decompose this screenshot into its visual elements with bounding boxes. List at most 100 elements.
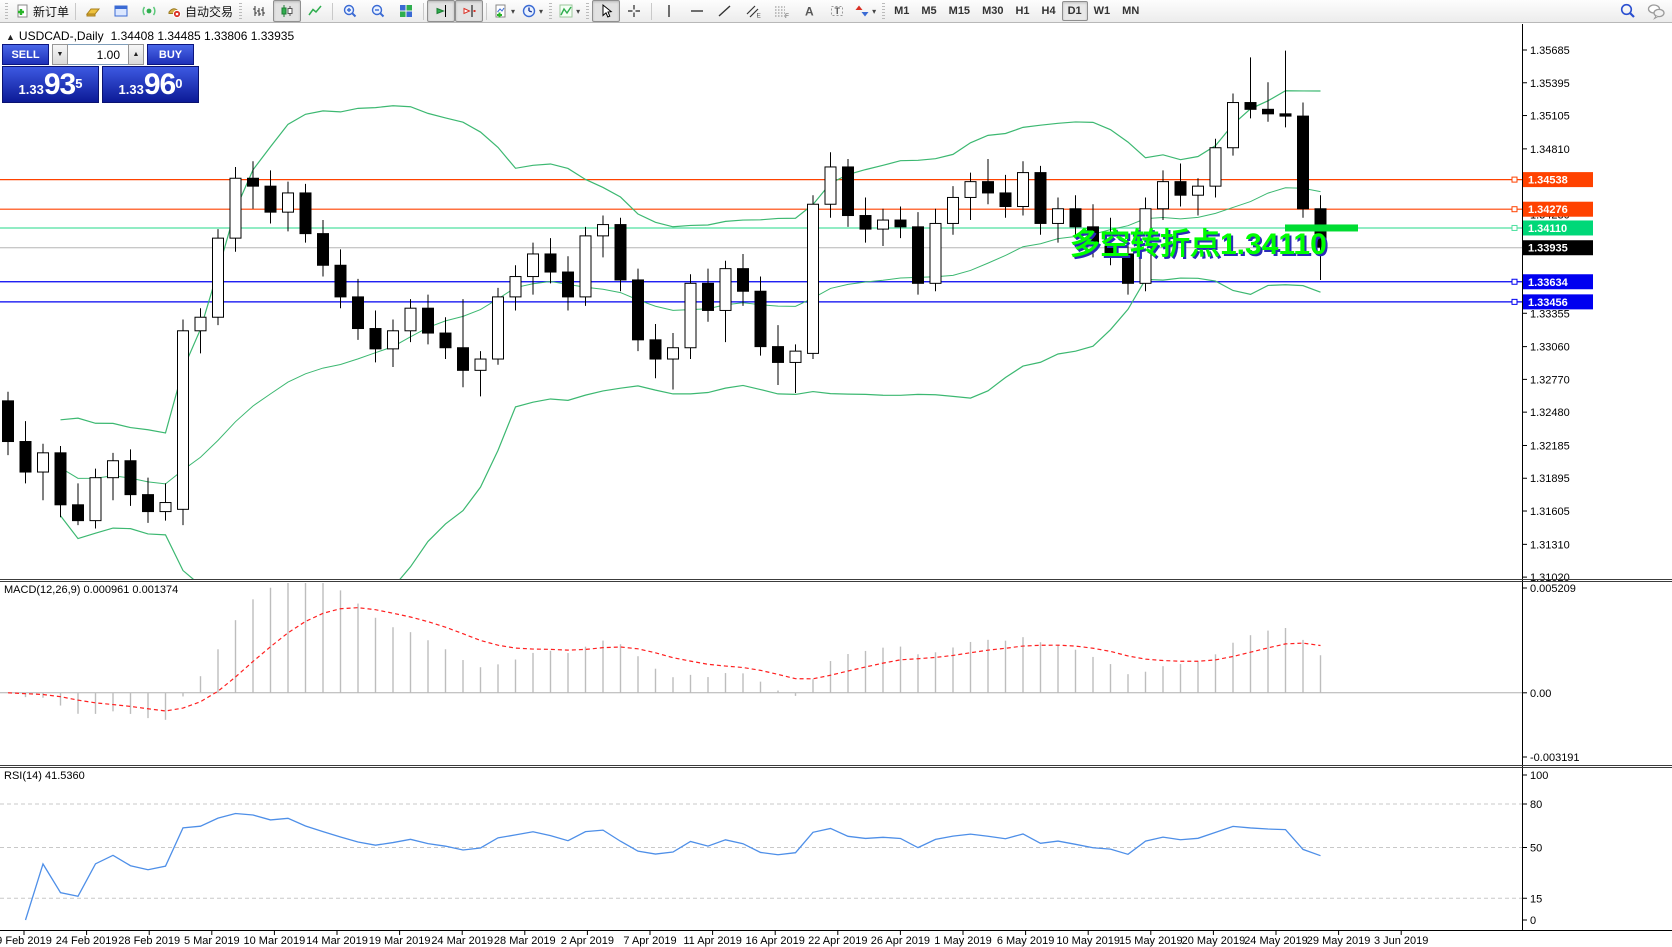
volume-input[interactable]: [68, 44, 128, 65]
price-tick-label: 1.31895: [1530, 473, 1570, 485]
arrows-button[interactable]: ▾: [851, 0, 879, 22]
toolbar-grip[interactable]: [4, 3, 9, 19]
rsi-tick-label: 100: [1530, 770, 1548, 782]
horizontal-line-button[interactable]: [683, 0, 711, 22]
market-depth-button[interactable]: [79, 0, 107, 22]
chart-objects[interactable]: [1285, 224, 1358, 232]
bar-chart-button[interactable]: [245, 0, 273, 22]
trend-marker-segment[interactable]: [1285, 224, 1358, 232]
sell-price-display[interactable]: 1.33 93 5: [2, 66, 99, 103]
signals-button[interactable]: [135, 0, 163, 22]
signals-icon: [142, 6, 156, 16]
macd-indicator: [7, 583, 1322, 720]
toolbar-grip[interactable]: [238, 3, 244, 19]
chart-shift-button[interactable]: [455, 0, 484, 22]
timeframe-button-m1[interactable]: M1: [894, 5, 910, 17]
toolbar-grip[interactable]: [881, 3, 887, 19]
hline-price-label[interactable]: [1523, 294, 1593, 310]
tile-windows-button[interactable]: [392, 0, 420, 22]
sell-price-big: 93: [43, 68, 76, 101]
candlestick-chart-button[interactable]: [273, 0, 302, 22]
arrows-icon: [855, 5, 869, 17]
chart-shift-icon: [463, 5, 476, 17]
vertical-line-button[interactable]: [655, 0, 683, 22]
date-axis-label: 7 Apr 2019: [623, 935, 676, 947]
timeframe-button-h4[interactable]: H4: [1041, 5, 1056, 17]
svg-text:1.34276: 1.34276: [1528, 204, 1568, 216]
rsi-tick-label: 50: [1530, 843, 1542, 855]
macd-indicator-label: MACD(12,26,9) 0.000961 0.001374: [4, 584, 179, 596]
date-axis-label: 11 Apr 2019: [683, 935, 742, 947]
rsi-tick-label: 15: [1530, 893, 1542, 905]
volume-increase-button[interactable]: ▲: [128, 44, 144, 65]
price-tick-label: 1.31310: [1530, 539, 1570, 551]
new-chart-icon: [495, 4, 506, 18]
profiles-button[interactable]: ▾: [518, 0, 546, 22]
line-chart-button[interactable]: [301, 0, 329, 22]
toolbar-right-icons: [1614, 0, 1670, 22]
timeframe-button-m30[interactable]: M30: [982, 5, 1004, 17]
tile-windows-icon: [400, 5, 413, 17]
zoom-out-button[interactable]: [364, 0, 392, 22]
volume-decrease-button[interactable]: ▼: [52, 44, 68, 65]
crosshair-button[interactable]: [620, 0, 648, 22]
chart-title-bar: ▲ USDCAD-,Daily 1.34408 1.34485 1.33806 1.…: [6, 29, 294, 43]
indicators-button[interactable]: ▾: [555, 0, 583, 22]
terminal-window-button[interactable]: [107, 0, 135, 22]
buy-button[interactable]: BUY: [147, 44, 194, 65]
hline-price-label[interactable]: [1523, 220, 1593, 236]
channel-button[interactable]: E: [739, 0, 767, 22]
fibonacci-button[interactable]: F: [767, 0, 795, 22]
buy-price-display[interactable]: 1.33 96 0: [102, 66, 199, 103]
collapse-chart-icon[interactable]: ▲: [6, 32, 15, 42]
auto-scroll-button[interactable]: [427, 0, 456, 22]
timeframe-button-m15[interactable]: M15: [948, 5, 971, 17]
hline-price-label[interactable]: [1523, 201, 1593, 217]
date-axis-label: 22 Apr 2019: [808, 935, 867, 947]
date-axis-label: 28 Mar 2019: [494, 935, 556, 947]
crosshair-icon: [628, 5, 641, 17]
svg-text:T: T: [835, 6, 841, 16]
timeframe-button-m5[interactable]: M5: [921, 5, 937, 17]
toolbar-grip[interactable]: [585, 3, 591, 19]
timeframe-button-w1[interactable]: W1: [1093, 5, 1111, 17]
toolbar-grip[interactable]: [548, 3, 554, 19]
zoom-out-icon: [371, 4, 385, 18]
timeframe-button-d1[interactable]: D1: [1061, 1, 1088, 21]
trendline-button[interactable]: [711, 0, 739, 22]
price-tick-label: 1.34810: [1530, 144, 1570, 156]
hline-price-label[interactable]: [1523, 274, 1593, 290]
trendline-icon: [718, 5, 731, 17]
annotation-text[interactable]: 多空转折点1.34110: [1070, 228, 1327, 261]
date-axis-label: 15 May 2019: [1119, 935, 1183, 947]
cursor-button[interactable]: [592, 0, 621, 22]
toolbar-separator: [332, 2, 334, 20]
axes[interactable]: 1.356851.353951.351051.348101.345201.342…: [0, 45, 1593, 947]
price-tick-label: 1.35105: [1530, 111, 1570, 123]
dropdown-arrow-icon: ▾: [872, 6, 877, 16]
current-price-label[interactable]: [1523, 240, 1593, 256]
zoom-in-button[interactable]: [336, 0, 364, 22]
sell-button[interactable]: SELL: [2, 44, 49, 65]
search-button[interactable]: [1614, 0, 1642, 22]
hline-price-label[interactable]: [1523, 172, 1593, 188]
new-chart-button[interactable]: ▾: [490, 0, 518, 22]
rsi-tick-label: 0: [1530, 915, 1536, 927]
svg-text:1.33456: 1.33456: [1528, 297, 1568, 309]
market-depth-icon: [85, 8, 101, 17]
timeframe-button-h1[interactable]: H1: [1015, 5, 1030, 17]
text-label-button[interactable]: T: [823, 0, 851, 22]
timeframe-button-mn[interactable]: MN: [1122, 5, 1140, 17]
autotrading-button[interactable]: 自动交易: [163, 0, 236, 22]
text-button[interactable]: A: [795, 0, 823, 22]
new-order-label: 新订单: [33, 4, 70, 19]
new-order-button[interactable]: 新订单: [11, 0, 72, 22]
fibonacci-icon: F: [775, 6, 789, 19]
toolbar: 新订单 自动交易: [0, 0, 1672, 23]
svg-text:F: F: [785, 13, 789, 19]
chat-button[interactable]: [1642, 0, 1670, 22]
text-label-icon: T: [831, 6, 844, 16]
dropdown-arrow-icon: ▾: [511, 6, 516, 16]
rsi-indicator-label: RSI(14) 41.5360: [4, 770, 85, 782]
